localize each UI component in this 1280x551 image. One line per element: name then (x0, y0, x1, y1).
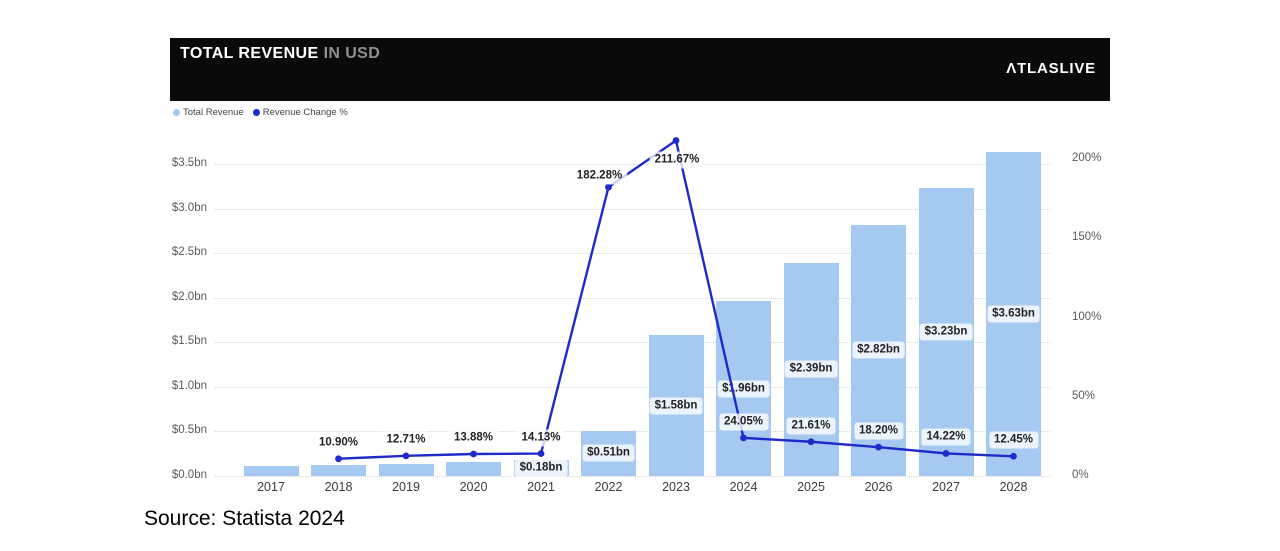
percent-label: 10.90% (313, 434, 364, 452)
x-axis-label-2020: 2020 (459, 480, 488, 494)
x-axis-label-2026: 2026 (864, 480, 893, 494)
line-marker (605, 183, 612, 191)
bar-value-label: $3.23bn (919, 323, 973, 341)
bar-value-label: $2.82bn (852, 341, 905, 359)
chart-title-sub: IN USD (323, 45, 381, 62)
x-axis-label-2018: 2018 (324, 480, 353, 494)
gridline (215, 476, 1050, 477)
source-caption: Source: Statista 2024 (144, 507, 345, 530)
bar-value-label: $3.63bn (987, 305, 1040, 323)
percent-label: 12.71% (381, 431, 431, 449)
percent-label: 14.22% (921, 428, 971, 446)
left-axis-tick: $2.0bn (171, 290, 207, 303)
right-axis-tick: 150% (1072, 231, 1102, 244)
percent-label: 13.88% (448, 429, 499, 447)
chart-title-main: TOTAL REVENUE (180, 45, 319, 62)
x-axis-label-2024: 2024 (729, 480, 758, 494)
bar-value-label: $1.96bn (717, 380, 770, 398)
legend: Total Revenue Revenue Change % (173, 107, 348, 118)
percent-label: 21.61% (786, 417, 836, 435)
left-axis-tick: $3.5bn (171, 157, 207, 169)
left-axis-tick: $0.5bn (171, 424, 207, 437)
line-marker (335, 455, 342, 463)
bar-value-label: $2.39bn (784, 360, 838, 378)
x-axis-label-2028: 2028 (999, 480, 1028, 494)
right-axis-tick: 0% (1072, 469, 1089, 481)
percent-label: 14.13% (516, 429, 566, 447)
line-marker (402, 452, 410, 460)
percent-label: 182.28% (571, 167, 628, 185)
legend-label: Revenue Change % (262, 107, 348, 118)
bar-2017 (243, 466, 299, 476)
x-axis-label-2027: 2027 (932, 480, 960, 494)
chart-title: TOTAL REVENUE IN USD (180, 45, 380, 63)
left-axis-tick: $1.0bn (171, 379, 207, 392)
line-marker (672, 137, 680, 144)
bar-2018 (311, 465, 366, 476)
left-axis-tick: $0.0bn (171, 469, 207, 481)
percent-label: 24.05% (718, 413, 769, 431)
x-axis-label-2017: 2017 (257, 480, 285, 494)
bar-value-label: $0.18bn (514, 459, 568, 477)
percent-label: 211.67% (649, 151, 705, 168)
x-axis-label-2022: 2022 (594, 480, 623, 494)
right-axis-tick: 100% (1072, 310, 1102, 323)
x-axis-label-2025: 2025 (797, 480, 825, 494)
left-axis-tick: $3.0bn (171, 201, 207, 214)
bar-2020 (446, 461, 501, 476)
bar-2019 (378, 463, 434, 476)
legend-label: Total Revenue (183, 107, 244, 118)
legend-item-total-revenue: Total Revenue (173, 107, 244, 118)
x-axis-label-2023: 2023 (662, 480, 690, 494)
line-marker (537, 450, 545, 458)
bar-value-label: $1.58bn (649, 397, 703, 415)
left-axis-tick: $2.5bn (171, 246, 207, 259)
right-axis-tick: 200% (1072, 152, 1102, 164)
percent-label: 12.45% (988, 431, 1039, 449)
legend-dot-revenue-change (252, 109, 260, 116)
bar-value-label: $0.51bn (582, 444, 635, 462)
line-marker (470, 450, 477, 458)
percent-label: 18.20% (853, 422, 904, 440)
chart-header: TOTAL REVENUE IN USD ΛTLASLIVE (170, 38, 1110, 101)
left-axis-tick: $1.5bn (171, 335, 207, 348)
legend-item-revenue-change: Revenue Change % (252, 107, 348, 118)
legend-dot-total-revenue (173, 109, 180, 116)
atlaslive-logo: ΛTLASLIVE (1006, 60, 1096, 77)
x-axis-label-2019: 2019 (392, 480, 420, 494)
right-axis-tick: 50% (1072, 389, 1096, 402)
x-axis-label-2021: 2021 (527, 480, 555, 494)
gridline (215, 164, 1050, 165)
